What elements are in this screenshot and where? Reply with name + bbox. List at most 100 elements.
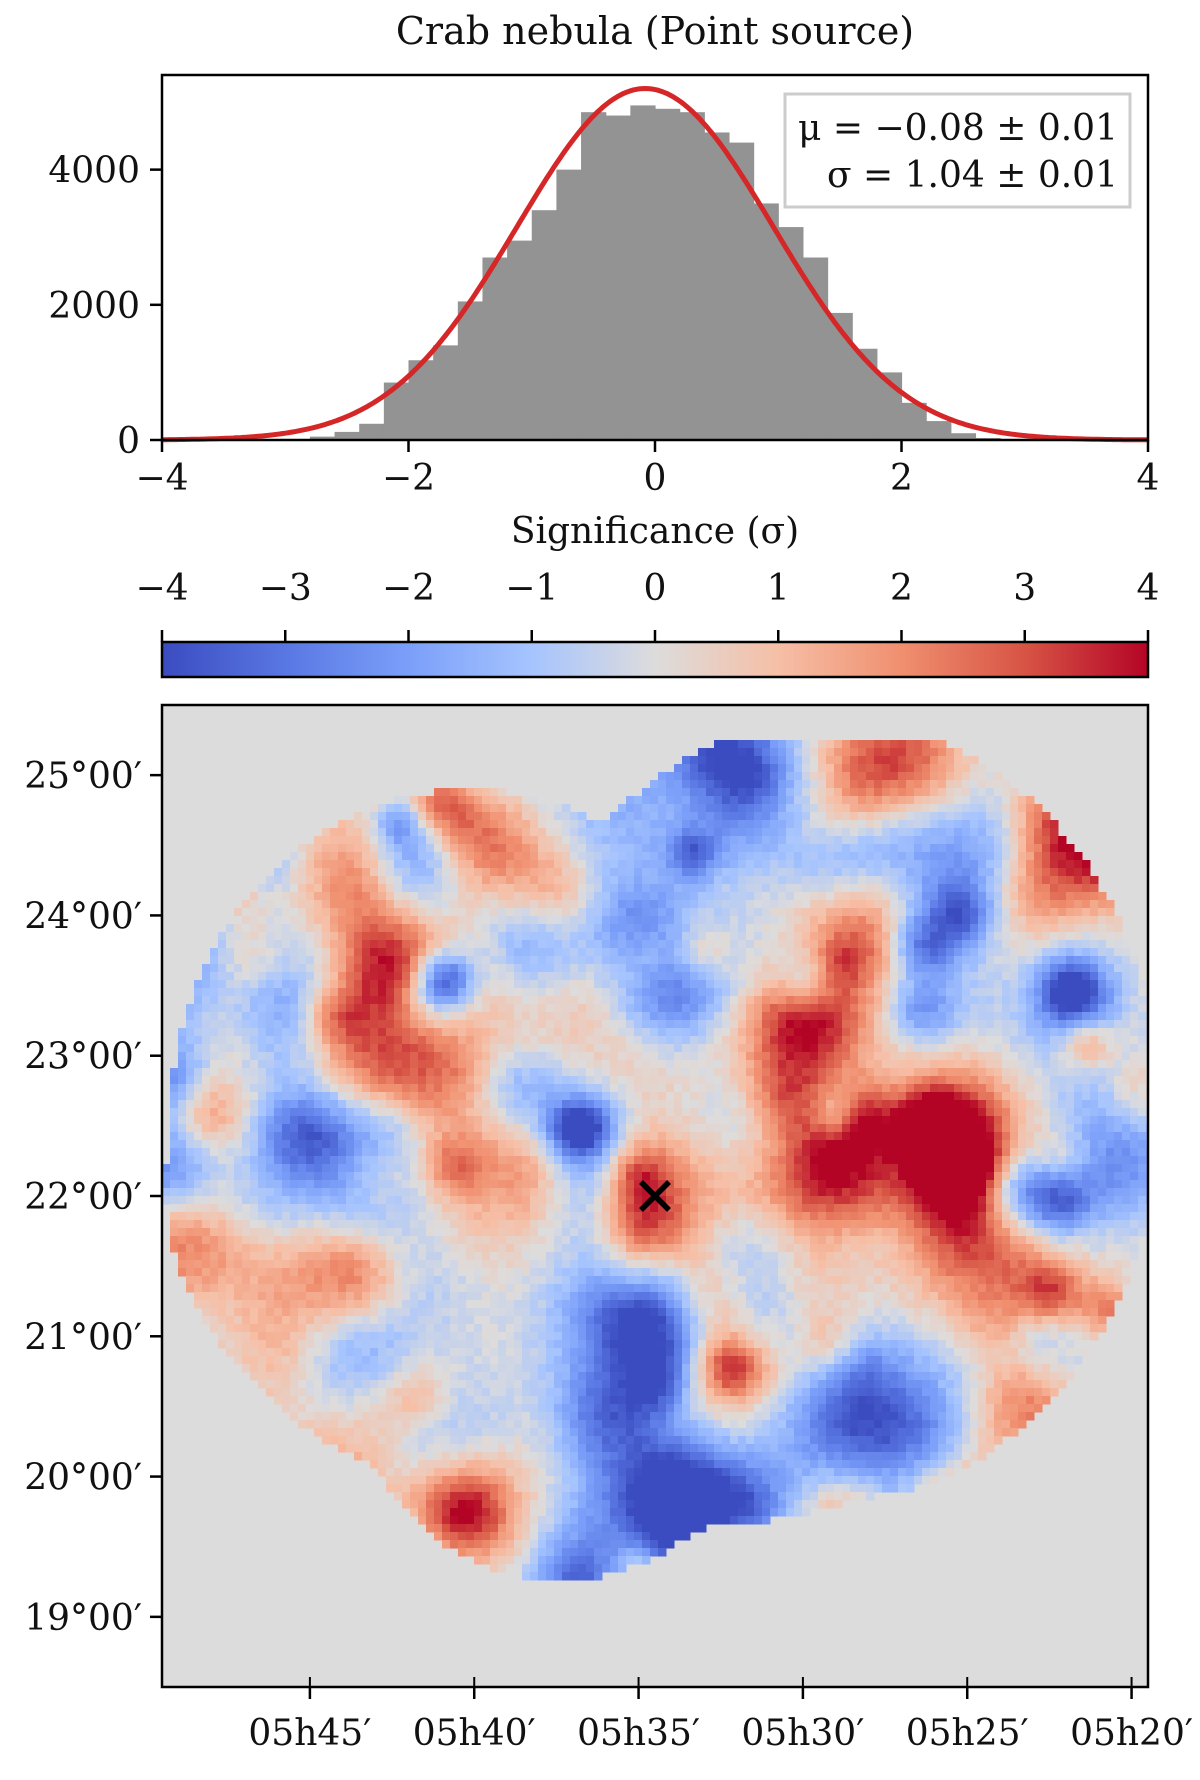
map-pixel — [362, 1004, 371, 1013]
map-pixel — [1034, 836, 1043, 845]
map-pixel — [490, 1116, 499, 1125]
map-pixel — [450, 956, 459, 965]
map-pixel — [866, 780, 875, 789]
map-pixel — [482, 900, 491, 909]
map-pixel — [858, 852, 867, 861]
map-pixel — [386, 972, 395, 981]
map-pixel — [738, 1068, 747, 1077]
map-pixel — [898, 884, 907, 893]
map-pixel — [850, 1028, 859, 1037]
map-pixel — [802, 836, 811, 845]
map-pixel — [874, 940, 883, 949]
colorbar-ticks: −4 −3 −2 −1 0 1 2 3 4 — [135, 568, 1159, 642]
map-pixel — [858, 772, 867, 781]
map-pixel — [914, 964, 923, 973]
map-pixel — [658, 860, 667, 869]
map-pixel — [986, 788, 995, 797]
map-pixel — [1018, 876, 1027, 885]
map-pixel — [530, 892, 539, 901]
map-pixel — [1018, 964, 1027, 973]
map-pixel — [186, 1084, 195, 1093]
map-pixel — [746, 924, 755, 933]
map-pixel — [794, 812, 803, 821]
map-pixel — [874, 1012, 883, 1021]
map-pixel — [850, 1124, 859, 1133]
map-pixel — [954, 884, 963, 893]
map-pixel — [722, 876, 731, 885]
map-pixel — [842, 972, 851, 981]
map-pixel — [506, 924, 515, 933]
map-pixel — [594, 1036, 603, 1045]
map-pixel — [794, 1076, 803, 1085]
map-pixel — [1058, 852, 1067, 861]
map-pixel — [1010, 1068, 1019, 1077]
map-pixel — [610, 948, 619, 957]
map-pixel — [1018, 804, 1027, 813]
map-pixel — [378, 804, 387, 813]
map-pixel — [1146, 1076, 1147, 1085]
map-pixel — [226, 948, 235, 957]
map-pixel — [226, 956, 235, 965]
map-pixel — [674, 924, 683, 933]
map-pixel — [562, 1028, 571, 1037]
map-pixel — [1034, 1084, 1043, 1093]
map-pixel — [586, 868, 595, 877]
map-pixel — [810, 852, 819, 861]
map-pixel — [874, 956, 883, 965]
map-pixel — [818, 1108, 827, 1117]
map-pixel — [858, 948, 867, 957]
map-pixel — [474, 1100, 483, 1109]
map-pixel — [1026, 804, 1035, 813]
map-pixel — [210, 964, 219, 973]
map-pixel — [1018, 1076, 1027, 1085]
map-pixel — [874, 844, 883, 853]
map-pixel — [570, 1108, 579, 1117]
map-pixel — [698, 1076, 707, 1085]
map-pixel — [442, 908, 451, 917]
map-pixel — [362, 940, 371, 949]
map-pixel — [210, 972, 219, 981]
map-pixel — [1106, 916, 1115, 925]
map-pixel — [498, 820, 507, 829]
map-pixel — [786, 916, 795, 925]
map-pixel — [914, 1004, 923, 1013]
map-pixel — [762, 972, 771, 981]
map-pixel — [922, 1004, 931, 1013]
map-pixel — [1090, 1028, 1099, 1037]
map-pixel — [434, 1068, 443, 1077]
map-pixel — [482, 972, 491, 981]
map-pixel — [626, 1116, 635, 1125]
map-pixel — [298, 1068, 307, 1077]
map-pixel — [522, 868, 531, 877]
histogram-bar — [556, 169, 582, 440]
map-pixel — [538, 1036, 547, 1045]
map-pixel — [570, 876, 579, 885]
map-pixel — [810, 964, 819, 973]
map-pixel — [354, 1004, 363, 1013]
map-pixel — [978, 884, 987, 893]
map-pixel — [1058, 1004, 1067, 1013]
map-pixel — [906, 812, 915, 821]
map-pixel — [538, 924, 547, 933]
map-pixel — [410, 1060, 419, 1069]
map-pixel — [338, 1092, 347, 1101]
map-pixel — [474, 852, 483, 861]
map-pixel — [426, 1116, 435, 1125]
map-pixel — [906, 788, 915, 797]
map-pixel — [746, 836, 755, 845]
map-pixel — [202, 1020, 211, 1029]
map-pixel — [698, 1004, 707, 1013]
map-pixel — [866, 996, 875, 1005]
map-pixel — [938, 868, 947, 877]
map-pixel — [890, 1004, 899, 1013]
map-pixel — [458, 868, 467, 877]
map-pixel — [426, 996, 435, 1005]
map-pixel — [834, 996, 843, 1005]
map-pixel — [730, 908, 739, 917]
map-pixel — [394, 1036, 403, 1045]
map-pixel — [762, 860, 771, 869]
map-pixel — [794, 1060, 803, 1069]
map-pixel — [914, 932, 923, 941]
map-pixel — [1034, 964, 1043, 973]
map-pixel — [1082, 1028, 1091, 1037]
